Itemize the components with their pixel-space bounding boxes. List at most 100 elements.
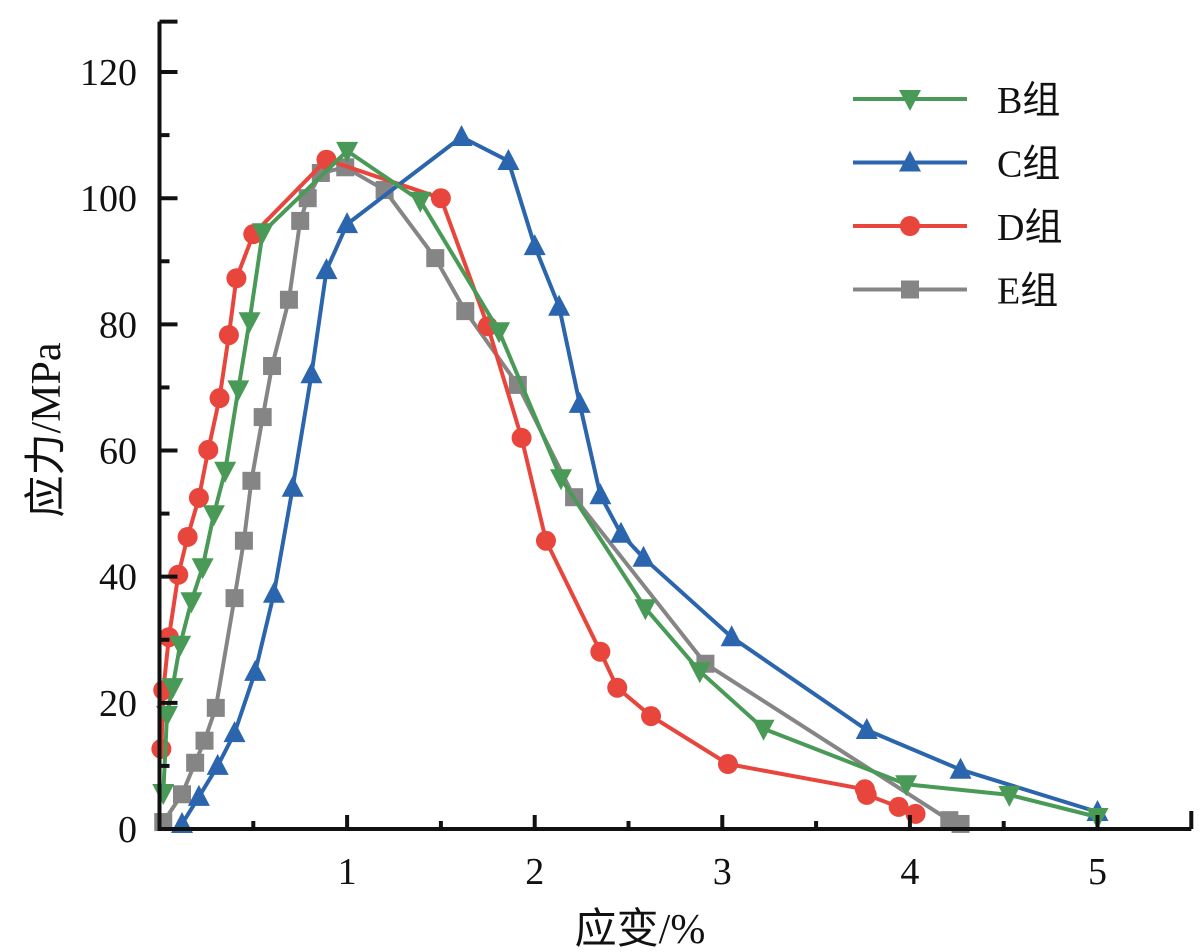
data-point — [161, 678, 184, 700]
series-D组 — [151, 149, 926, 824]
y-tick-label: 60 — [99, 431, 137, 473]
data-point — [895, 775, 918, 797]
ticks-layer: 1 2 3 4 5 0 20 40 60 80 100 120 — [80, 52, 1107, 893]
data-point — [234, 531, 253, 550]
data-point — [456, 302, 475, 321]
data-point — [262, 581, 285, 603]
series-layer — [151, 125, 1109, 833]
legend-item: C组 — [853, 144, 1060, 186]
data-point — [156, 705, 179, 727]
data-point — [214, 461, 237, 483]
data-point — [488, 322, 511, 344]
data-point — [607, 677, 628, 698]
data-point — [641, 706, 662, 727]
legend-label: D组 — [997, 207, 1062, 249]
data-point — [856, 784, 877, 805]
data-point — [548, 294, 571, 316]
legend-marker-triangle-up-icon — [899, 150, 921, 172]
data-point — [225, 589, 244, 608]
y-axis-title: 应力/MPa — [23, 342, 70, 517]
data-point — [238, 312, 261, 334]
data-point — [198, 439, 219, 460]
legend-marker-triangle-down-icon — [899, 90, 921, 111]
data-point — [720, 625, 743, 647]
data-point — [855, 717, 878, 739]
data-point — [430, 188, 451, 209]
legend-marker-square-icon — [901, 280, 919, 299]
data-point — [218, 325, 239, 346]
data-point — [187, 784, 210, 806]
data-point — [206, 753, 229, 775]
data-point — [195, 731, 214, 750]
y-tick-label: 120 — [80, 52, 137, 94]
x-tick-label: 1 — [338, 851, 357, 893]
x-tick-label: 2 — [525, 851, 544, 893]
data-point — [253, 408, 272, 427]
x-tick-label: 4 — [900, 851, 919, 893]
data-point — [717, 754, 738, 775]
data-point — [300, 362, 323, 384]
data-point — [535, 530, 556, 551]
y-tick-label: 0 — [118, 809, 137, 851]
data-point — [752, 719, 775, 741]
data-point — [949, 757, 972, 779]
data-point — [281, 475, 304, 497]
data-point — [634, 599, 657, 621]
data-point — [173, 785, 192, 804]
data-point — [169, 635, 192, 657]
data-point — [209, 388, 230, 409]
legend-marker-circle-icon — [900, 216, 920, 236]
data-point — [242, 471, 261, 490]
data-point — [589, 483, 612, 505]
data-point — [177, 526, 198, 547]
data-point — [632, 545, 655, 567]
data-point — [226, 268, 247, 289]
y-tick-label: 100 — [80, 178, 137, 220]
data-point — [206, 698, 225, 717]
data-point — [251, 223, 274, 245]
legend: B组 C组 D组 E组 — [853, 80, 1062, 313]
data-point — [168, 564, 189, 585]
series-C组 — [171, 125, 1109, 833]
data-point — [497, 148, 520, 170]
x-axis-title: 应变/% — [575, 906, 706, 952]
x-tick-label: 3 — [713, 851, 732, 893]
data-point — [186, 753, 205, 772]
data-point — [223, 721, 246, 743]
data-point — [336, 212, 359, 234]
data-point — [336, 141, 359, 163]
data-point — [152, 784, 175, 806]
data-point — [279, 290, 298, 309]
data-point — [291, 211, 310, 230]
legend-item: D组 — [853, 207, 1062, 249]
data-point — [298, 189, 317, 208]
x-tick-label: 5 — [1088, 851, 1107, 893]
data-point — [188, 487, 209, 508]
y-tick-label: 80 — [99, 304, 137, 346]
data-point — [549, 469, 572, 491]
series-E组 — [154, 158, 970, 833]
series-line — [180, 135, 1099, 826]
data-point — [202, 505, 225, 527]
legend-item: E组 — [853, 271, 1058, 313]
data-point — [227, 380, 250, 402]
data-point — [609, 521, 632, 543]
legend-label: E组 — [997, 271, 1058, 313]
data-point — [568, 391, 591, 413]
data-point — [263, 356, 282, 375]
series-line — [161, 148, 1098, 819]
data-point — [998, 785, 1021, 807]
data-point — [688, 662, 711, 684]
data-point — [450, 125, 473, 147]
legend-label: C组 — [997, 144, 1060, 186]
data-point — [191, 558, 214, 580]
data-point — [244, 659, 267, 681]
data-point — [409, 191, 432, 213]
data-point — [426, 249, 445, 268]
data-point — [523, 234, 546, 256]
data-point — [315, 258, 338, 280]
axes-layer — [157, 19, 1194, 831]
data-point — [590, 641, 611, 662]
data-point — [180, 592, 203, 614]
